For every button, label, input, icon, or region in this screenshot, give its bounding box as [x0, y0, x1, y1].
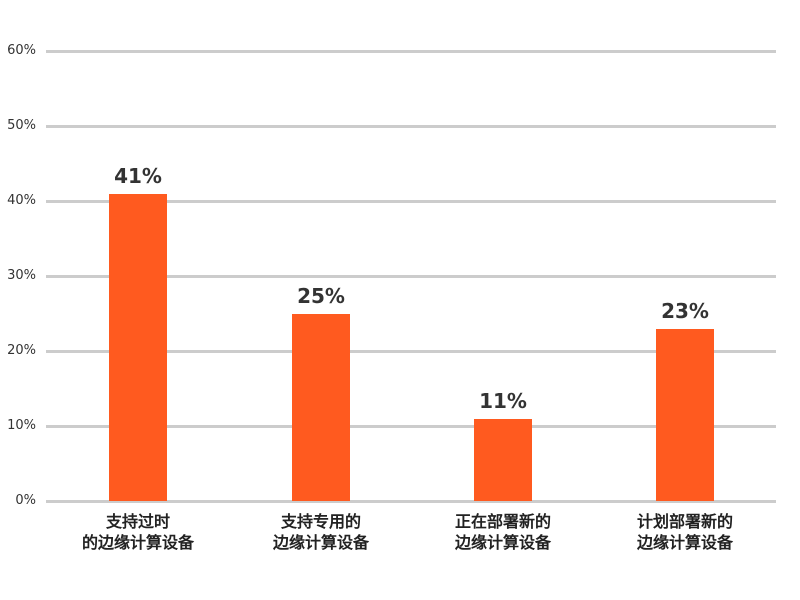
category-label-line: 边缘计算设备	[272, 533, 369, 552]
bar	[109, 193, 167, 501]
gridline	[46, 200, 776, 203]
bar-value-label: 23%	[661, 298, 709, 323]
bar	[292, 313, 350, 501]
bar	[474, 418, 532, 501]
x-axis-category-label: 支持过时的边缘计算设备	[48, 511, 228, 553]
bar-value-label: 41%	[114, 163, 162, 188]
y-axis-tick-label: 30%	[7, 268, 36, 283]
bar-value-label: 11%	[479, 388, 527, 413]
bar	[656, 328, 714, 501]
y-axis-tick-label: 20%	[7, 343, 36, 358]
bar-value-label: 25%	[297, 283, 345, 308]
x-axis-category-label: 计划部署新的 边缘计算设备	[595, 511, 775, 553]
category-label-line: 支持专用的	[280, 512, 361, 531]
category-label-line: 正在部署新的	[454, 512, 551, 531]
gridline	[46, 425, 776, 428]
gridline	[46, 500, 776, 503]
gridline	[46, 275, 776, 278]
category-label-line: 支持过时	[105, 512, 170, 531]
y-axis-tick-label: 50%	[7, 118, 36, 133]
y-axis-tick-label: 40%	[7, 193, 36, 208]
y-axis-tick-label: 10%	[7, 418, 36, 433]
category-label-line: 边缘计算设备	[454, 533, 551, 552]
y-axis-tick-label: 0%	[15, 493, 36, 508]
gridline	[46, 50, 776, 53]
category-label-line: 边缘计算设备	[636, 533, 733, 552]
y-axis-tick-label: 60%	[7, 43, 36, 58]
category-label-line: 计划部署新的	[636, 512, 733, 531]
x-axis-category-label: 正在部署新的 边缘计算设备	[413, 511, 593, 553]
category-label-line: 的边缘计算设备	[81, 533, 194, 552]
gridline	[46, 125, 776, 128]
gridline	[46, 350, 776, 353]
x-axis-category-label: 支持专用的边缘计算设备	[231, 511, 411, 553]
